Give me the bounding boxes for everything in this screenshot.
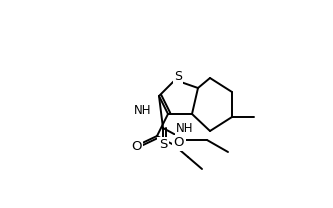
Text: O: O [174,136,184,150]
Text: S: S [174,71,182,83]
Text: O: O [131,140,141,154]
Text: S: S [159,139,167,151]
Text: NH: NH [134,104,152,118]
Text: NH: NH [176,121,194,135]
